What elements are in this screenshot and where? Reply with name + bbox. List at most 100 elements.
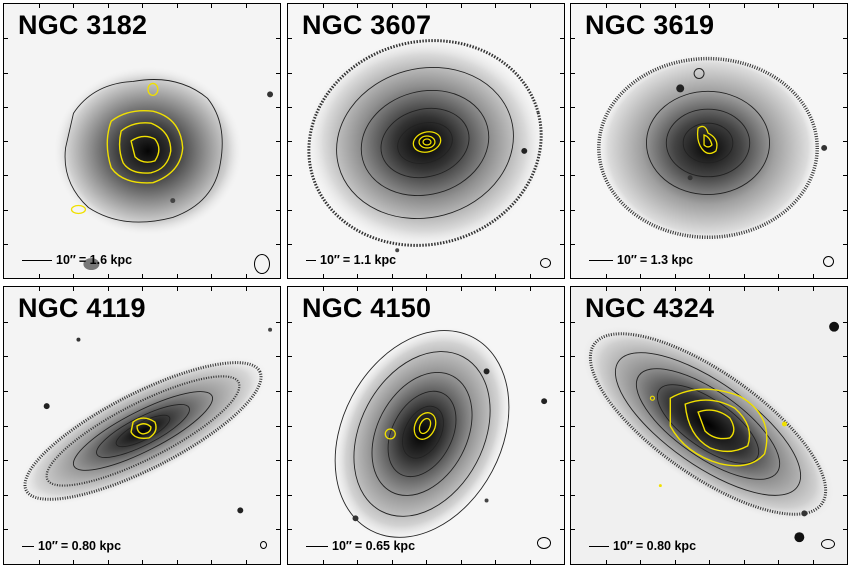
scale-physical: = 1.6 kpc (78, 253, 133, 267)
axis-tick (606, 274, 607, 278)
axis-tick (778, 274, 779, 278)
axis-tick (276, 391, 280, 392)
axis-tick (560, 175, 564, 176)
axis-tick (177, 560, 178, 564)
axis-tick (744, 560, 745, 564)
axis-tick (142, 560, 143, 564)
axis-tick (288, 391, 292, 392)
axis-tick (744, 287, 745, 291)
panel-ngc-4324: NGC 4324 10″ = 0.80 kpc (570, 286, 848, 565)
galaxy-image-ngc-4150 (288, 287, 564, 564)
scale-bar-line (589, 259, 613, 261)
axis-tick (426, 274, 427, 278)
beam-ellipse (537, 537, 551, 549)
axis-tick (276, 356, 280, 357)
axis-tick (288, 210, 292, 211)
axis-tick (357, 4, 358, 8)
axis-tick (288, 38, 292, 39)
panel-ngc-4119: NGC 4119 10″ = 0.80 kpc (3, 286, 281, 565)
axis-tick (530, 287, 531, 291)
axis-tick (495, 560, 496, 564)
axis-tick (843, 107, 847, 108)
axis-tick (571, 529, 575, 530)
scale-physical: = 1.3 kpc (639, 253, 694, 267)
axis-tick (813, 274, 814, 278)
axis-tick (108, 274, 109, 278)
axis-tick (4, 495, 8, 496)
axis-tick (323, 274, 324, 278)
axis-tick (843, 322, 847, 323)
axis-tick (560, 210, 564, 211)
axis-tick (276, 107, 280, 108)
axis-tick (461, 4, 462, 8)
axis-tick (675, 287, 676, 291)
axis-tick (39, 4, 40, 8)
axis-tick (560, 460, 564, 461)
axis-tick (357, 287, 358, 291)
axis-tick (108, 4, 109, 8)
axis-tick (709, 560, 710, 564)
axis-tick (392, 274, 393, 278)
axis-tick (675, 560, 676, 564)
beam-ellipse (823, 256, 834, 267)
axis-tick (276, 141, 280, 142)
axis-tick (560, 322, 564, 323)
axis-tick (843, 210, 847, 211)
axis-tick (495, 274, 496, 278)
axis-tick (560, 38, 564, 39)
axis-tick (4, 460, 8, 461)
axis-tick (323, 560, 324, 564)
axis-tick (246, 287, 247, 291)
axis-tick (560, 529, 564, 530)
axis-tick (246, 4, 247, 8)
axis-tick (276, 322, 280, 323)
axis-tick (276, 38, 280, 39)
axis-tick (73, 4, 74, 8)
axis-tick (357, 274, 358, 278)
axis-tick (426, 287, 427, 291)
axis-tick (4, 426, 8, 427)
axis-tick (288, 73, 292, 74)
panel-title: NGC 3619 (585, 10, 715, 40)
axis-tick (709, 274, 710, 278)
galaxy-image-ngc-3607 (288, 4, 564, 278)
axis-tick (560, 73, 564, 74)
axis-tick (142, 287, 143, 291)
axis-tick (461, 274, 462, 278)
axis-tick (4, 175, 8, 176)
axis-tick (843, 141, 847, 142)
scale-arcsec: 10″ (56, 253, 76, 267)
axis-tick (675, 4, 676, 8)
scale-bar-line (306, 545, 328, 547)
axis-tick (392, 4, 393, 8)
axis-tick (571, 107, 575, 108)
scale-arcsec: 10″ (38, 539, 58, 553)
scale-bar: 10″ = 1.3 kpc (589, 252, 693, 268)
axis-tick (778, 4, 779, 8)
scale-bar-line (22, 259, 52, 261)
axis-tick (571, 244, 575, 245)
panel-title: NGC 3182 (18, 10, 148, 40)
galaxy-image-ngc-4324 (571, 287, 847, 564)
axis-tick (177, 4, 178, 8)
axis-tick (495, 4, 496, 8)
axis-tick (675, 274, 676, 278)
axis-tick (4, 210, 8, 211)
axis-tick (288, 529, 292, 530)
axis-tick (276, 175, 280, 176)
axis-tick (571, 141, 575, 142)
axis-tick (288, 107, 292, 108)
axis-tick (530, 274, 531, 278)
axis-tick (744, 274, 745, 278)
axis-tick (4, 107, 8, 108)
axis-tick (288, 426, 292, 427)
axis-tick (73, 274, 74, 278)
axis-tick (571, 210, 575, 211)
axis-tick (246, 560, 247, 564)
axis-tick (211, 287, 212, 291)
axis-tick (323, 287, 324, 291)
axis-tick (73, 287, 74, 291)
axis-tick (560, 141, 564, 142)
axis-tick (571, 38, 575, 39)
panel-ngc-3182: NGC 3182 10″ = 1.6 kpc (3, 3, 281, 279)
